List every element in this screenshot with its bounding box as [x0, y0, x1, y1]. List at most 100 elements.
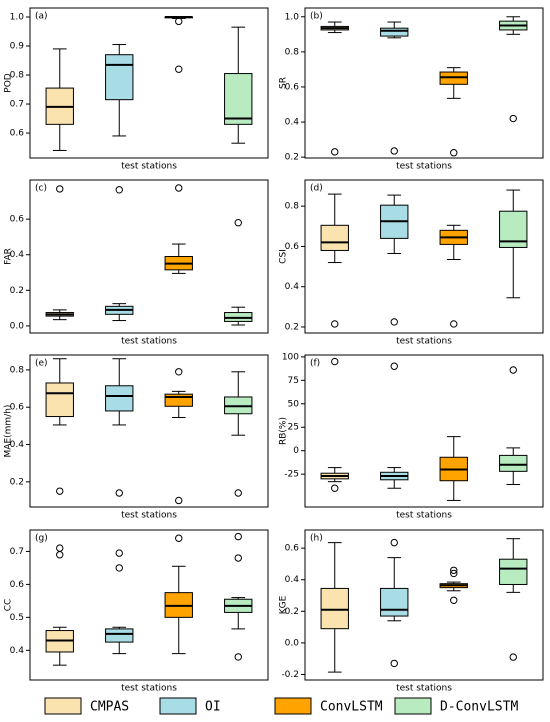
outlier — [450, 566, 458, 574]
y-tick-label: 75 — [288, 376, 299, 386]
y-tick-label: 0.0 — [285, 638, 300, 648]
box — [224, 73, 253, 125]
y-tick-label: 0 — [293, 446, 299, 456]
box — [105, 628, 134, 643]
box — [105, 385, 134, 412]
y-tick-label: 0.0 — [10, 321, 25, 331]
outlier — [175, 17, 183, 26]
outlier — [234, 218, 242, 227]
legend-swatch — [274, 697, 312, 715]
outlier — [509, 653, 517, 661]
outlier — [390, 147, 398, 155]
x-axis-label: test stations — [396, 162, 452, 172]
legend-swatch — [159, 697, 197, 715]
y-tick-label: 0.8 — [10, 365, 25, 375]
outlier — [234, 554, 242, 562]
y-axis-label: SR — [279, 77, 289, 89]
y-axis-label: FAR — [4, 248, 14, 265]
box — [380, 27, 409, 37]
y-tick-label: -25 — [284, 470, 299, 480]
box — [45, 382, 74, 418]
plot-frame — [29, 529, 269, 681]
y-tick-label: 0.6 — [285, 82, 300, 92]
outlier — [175, 184, 183, 192]
y-tick-label: 0.6 — [285, 544, 300, 554]
y-tick-label: 1.0 — [10, 12, 25, 22]
panel-label: (a) — [35, 12, 48, 22]
y-tick-label: 0.9 — [10, 42, 25, 52]
outlier — [56, 544, 64, 552]
legend-label: D-ConvLSTM — [440, 700, 518, 715]
outlier — [234, 653, 242, 661]
outlier — [115, 489, 123, 497]
y-tick-label: 0.6 — [10, 215, 25, 225]
legend-swatch — [44, 697, 82, 715]
outlier — [450, 596, 458, 604]
outlier — [115, 186, 123, 194]
outlier — [175, 534, 183, 542]
outlier — [175, 496, 183, 505]
y-tick-label: 100 — [282, 352, 299, 362]
y-tick-label: 0.6 — [10, 403, 25, 413]
y-axis-label: POD — [4, 73, 14, 93]
y-tick-label: 0.4 — [10, 646, 25, 656]
panel-label: (b) — [310, 12, 323, 22]
outlier — [56, 185, 64, 193]
y-tick-label: -0.2 — [281, 670, 299, 680]
outlier — [331, 484, 339, 492]
y-tick-label: 0.4 — [285, 575, 300, 585]
x-axis-label: test stations — [121, 684, 177, 694]
y-tick-label: 0.8 — [285, 202, 300, 212]
y-tick-label: 0.8 — [10, 71, 25, 81]
x-axis-label: test stations — [396, 337, 452, 347]
panel-label: (c) — [35, 184, 47, 194]
box — [380, 587, 409, 617]
outlier — [175, 368, 183, 376]
y-tick-label: 0.2 — [10, 477, 24, 487]
outlier — [331, 357, 339, 366]
box — [105, 54, 134, 101]
outlier — [390, 538, 398, 547]
y-axis-label: CSI — [279, 249, 289, 264]
y-axis-label: MAE(mm/h) — [4, 405, 14, 458]
legend-label: ConvLSTM — [320, 700, 383, 715]
y-tick-label: 0.7 — [10, 547, 24, 557]
box — [320, 587, 349, 630]
y-tick-label: 25 — [288, 423, 299, 433]
y-axis-label: RB(%) — [279, 417, 289, 445]
outlier — [390, 362, 398, 370]
outlier — [450, 569, 458, 578]
y-tick-label: 0.2 — [10, 286, 24, 296]
outlier — [115, 564, 123, 572]
plot-frame — [304, 354, 544, 508]
y-tick-label: 0.2 — [285, 607, 299, 617]
x-axis-label: test stations — [396, 684, 452, 694]
outlier — [175, 65, 183, 73]
panel-label: (d) — [310, 184, 323, 194]
y-tick-label: 0.6 — [285, 242, 300, 252]
outlier — [509, 114, 517, 123]
panel-label: (e) — [35, 359, 48, 369]
x-axis-label: test stations — [121, 162, 177, 172]
y-tick-label: 1.0 — [285, 12, 300, 22]
legend-label: CMPAS — [90, 700, 129, 715]
plot-frame — [304, 529, 544, 681]
plot-frame — [304, 7, 544, 159]
y-tick-label: 0.8 — [285, 47, 300, 57]
plot-frame — [29, 179, 269, 334]
y-tick-label: 0.6 — [10, 580, 25, 590]
outlier — [331, 148, 339, 156]
y-tick-label: 50 — [288, 399, 300, 409]
panel-label: (h) — [310, 534, 323, 544]
outlier — [450, 149, 458, 157]
box — [499, 454, 528, 472]
outlier — [234, 532, 242, 541]
x-axis-label: test stations — [396, 511, 452, 521]
legend-swatch — [394, 697, 432, 715]
y-tick-label: 0.4 — [285, 282, 300, 292]
outlier — [331, 320, 339, 328]
plot-frame — [29, 7, 269, 159]
y-tick-label: 0.4 — [285, 118, 300, 128]
outlier — [234, 489, 242, 497]
